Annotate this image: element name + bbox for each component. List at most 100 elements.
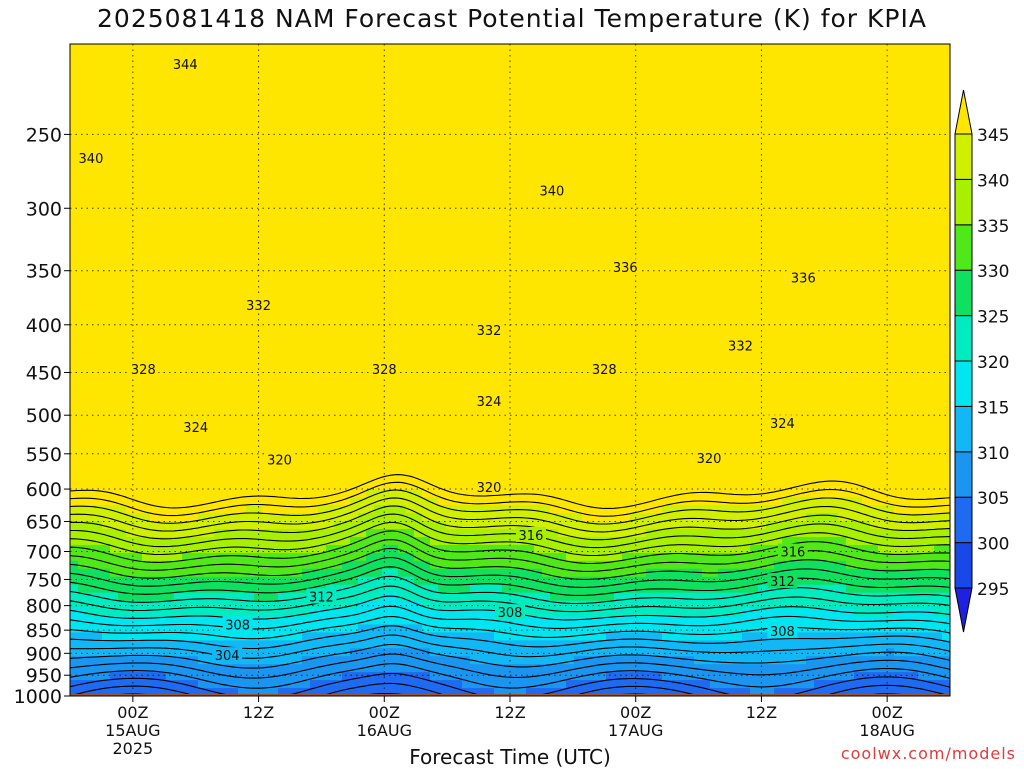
band-cell [398,417,407,427]
band-cell [430,51,439,61]
band-cell [206,441,215,451]
band-cell [134,608,143,618]
band-cell [470,258,479,268]
band-cell [78,338,87,347]
band-cell [262,131,271,141]
band-cell [134,274,143,284]
band-cell [254,330,263,339]
band-cell [350,401,359,411]
band-cell [406,465,415,474]
band-cell [366,218,375,228]
band-cell [198,489,207,498]
band-cell [334,59,343,69]
band-cell [422,552,431,562]
band-cell [78,123,87,133]
band-cell [510,544,519,554]
band-cell [390,306,399,315]
band-cell [398,576,407,586]
band-cell [302,67,311,77]
band-cell [318,441,327,451]
band-cell [382,282,391,292]
band-cell [86,584,95,594]
band-cell [94,362,103,371]
band-cell [310,187,319,196]
band-cell [406,338,415,347]
band-cell [214,290,223,300]
band-cell [238,584,247,594]
band-cell [374,473,383,482]
band-cell [406,266,415,276]
band-cell [374,171,383,180]
band-cell [214,600,223,610]
band-cell [238,187,247,196]
band-cell [294,608,303,618]
band-cell [150,258,159,268]
band-cell [462,680,471,689]
band-cell [390,616,399,626]
band-cell [502,377,511,387]
band-cell [206,481,215,490]
band-cell [446,592,455,602]
band-cell [446,584,455,594]
band-cell [182,393,191,403]
band-cell [358,362,367,371]
band-cell [366,274,375,284]
band-cell [422,592,431,602]
band-cell [110,115,119,125]
band-cell [246,258,255,268]
band-cell [70,680,79,689]
band-cell [270,608,279,618]
band-cell [270,290,279,300]
band-cell [246,544,255,554]
band-cell [134,680,143,689]
band-cell [502,346,511,355]
band-cell [382,274,391,284]
band-cell [502,560,511,570]
band-cell [110,536,119,546]
band-cell [374,226,383,236]
band-cell [430,608,439,618]
band-cell [94,99,103,109]
band-cell [206,330,215,339]
band-cell [430,385,439,395]
band-cell [158,338,167,347]
band-cell [150,298,159,307]
band-cell [150,616,159,626]
band-cell [318,242,327,252]
band-cell [302,433,311,443]
band-cell [406,481,415,490]
band-cell [526,306,535,315]
band-cell [486,584,495,594]
band-cell [294,91,303,101]
band-cell [374,195,383,204]
band-cell [438,155,447,164]
band-cell [470,354,479,363]
band-cell [150,529,159,538]
band-cell [446,298,455,307]
band-cell [110,648,119,657]
band-cell [118,393,127,403]
band-cell [302,290,311,300]
band-cell [454,274,463,284]
band-cell [454,187,463,196]
band-cell [374,210,383,220]
band-cell [526,51,535,61]
band-cell [206,600,215,610]
band-cell [286,568,295,578]
band-cell [102,131,111,141]
band-cell [118,457,127,467]
band-cell [326,139,335,148]
band-cell [150,234,159,244]
band-cell [526,75,535,85]
band-cell [526,544,535,554]
band-cell [422,107,431,117]
band-cell [78,131,87,141]
band-cell [174,234,183,244]
band-cell [438,195,447,204]
band-cell [390,282,399,292]
band-cell [150,131,159,141]
band-cell [326,314,335,323]
band-cell [302,457,311,467]
band-cell [550,147,559,156]
band-cell [270,155,279,164]
